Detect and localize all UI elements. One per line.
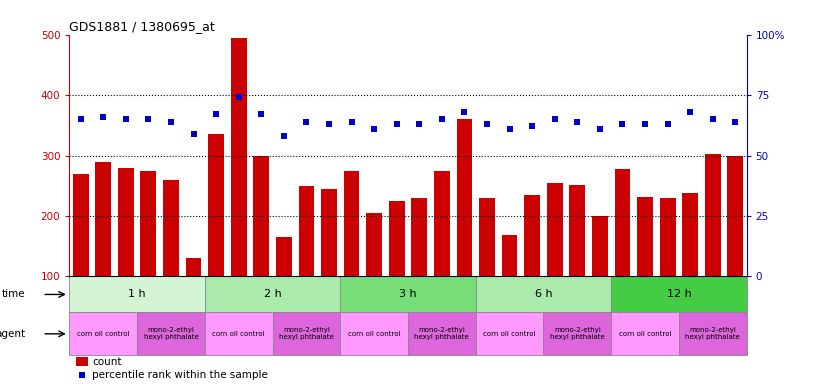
Point — [187, 131, 200, 137]
Bar — [95, 162, 111, 276]
Point — [96, 114, 109, 120]
Point — [616, 121, 629, 127]
Bar — [611, 313, 679, 355]
Text: percentile rank within the sample: percentile rank within the sample — [92, 370, 268, 380]
Bar — [321, 189, 337, 276]
Point — [164, 119, 178, 125]
Point — [345, 119, 358, 125]
Point — [481, 121, 494, 127]
Bar — [547, 183, 563, 276]
Point — [638, 121, 651, 127]
Text: corn oil control: corn oil control — [212, 331, 265, 337]
Point — [571, 119, 584, 125]
Text: 12 h: 12 h — [667, 290, 691, 300]
Point — [390, 121, 403, 127]
Text: corn oil control: corn oil control — [483, 331, 536, 337]
Bar — [340, 313, 408, 355]
Bar — [524, 195, 540, 276]
Bar — [570, 185, 585, 276]
Bar — [659, 198, 676, 276]
Bar — [208, 134, 224, 276]
Bar — [205, 276, 340, 313]
Bar — [476, 276, 611, 313]
Text: 3 h: 3 h — [399, 290, 417, 300]
Bar — [408, 313, 476, 355]
Bar — [366, 213, 382, 276]
Bar — [705, 154, 721, 276]
Bar — [76, 357, 88, 366]
Point — [76, 372, 89, 378]
Point — [255, 111, 268, 118]
Bar — [614, 169, 631, 276]
Text: mono-2-ethyl
hexyl phthalate: mono-2-ethyl hexyl phthalate — [550, 327, 605, 340]
Text: time: time — [2, 290, 25, 300]
Bar — [479, 198, 495, 276]
Point — [458, 109, 471, 115]
Point — [548, 116, 561, 122]
Point — [729, 119, 742, 125]
Bar — [231, 38, 246, 276]
Point — [119, 116, 132, 122]
Bar — [137, 313, 205, 355]
Point — [413, 121, 426, 127]
Point — [593, 126, 606, 132]
Point — [210, 111, 223, 118]
Bar — [727, 156, 743, 276]
Text: 2 h: 2 h — [264, 290, 282, 300]
Point — [367, 126, 380, 132]
Point — [322, 121, 335, 127]
Bar — [163, 180, 179, 276]
Bar — [253, 156, 269, 276]
Bar — [344, 170, 360, 276]
Bar — [611, 276, 747, 313]
Bar — [340, 276, 476, 313]
Bar — [502, 235, 517, 276]
Bar — [476, 313, 543, 355]
Point — [684, 109, 697, 115]
Bar — [140, 170, 157, 276]
Bar — [682, 193, 698, 276]
Point — [142, 116, 155, 122]
Bar — [185, 258, 202, 276]
Bar — [273, 313, 340, 355]
Bar — [411, 198, 428, 276]
Point — [526, 123, 539, 129]
Bar — [118, 167, 134, 276]
Bar — [205, 313, 273, 355]
Text: mono-2-ethyl
hexyl phthalate: mono-2-ethyl hexyl phthalate — [144, 327, 198, 340]
Point — [503, 126, 516, 132]
Bar — [388, 201, 405, 276]
Text: corn oil control: corn oil control — [619, 331, 672, 337]
Point — [277, 133, 290, 139]
Text: agent: agent — [0, 329, 25, 339]
Point — [436, 116, 449, 122]
Point — [232, 94, 245, 101]
Bar — [69, 276, 205, 313]
Bar — [543, 313, 611, 355]
Bar — [73, 174, 89, 276]
Bar — [299, 186, 314, 276]
Text: corn oil control: corn oil control — [348, 331, 401, 337]
Bar — [679, 313, 747, 355]
Point — [661, 121, 674, 127]
Bar — [69, 313, 137, 355]
Bar — [592, 216, 608, 276]
Text: mono-2-ethyl
hexyl phthalate: mono-2-ethyl hexyl phthalate — [415, 327, 469, 340]
Bar — [456, 119, 472, 276]
Bar — [276, 237, 292, 276]
Text: GDS1881 / 1380695_at: GDS1881 / 1380695_at — [69, 20, 215, 33]
Text: corn oil control: corn oil control — [77, 331, 130, 337]
Text: mono-2-ethyl
hexyl phthalate: mono-2-ethyl hexyl phthalate — [279, 327, 334, 340]
Point — [300, 119, 313, 125]
Bar — [434, 170, 450, 276]
Bar — [637, 197, 653, 276]
Text: 6 h: 6 h — [534, 290, 552, 300]
Text: mono-2-ethyl
hexyl phthalate: mono-2-ethyl hexyl phthalate — [685, 327, 740, 340]
Point — [707, 116, 720, 122]
Text: count: count — [92, 357, 122, 367]
Text: 1 h: 1 h — [128, 290, 146, 300]
Point — [74, 116, 87, 122]
